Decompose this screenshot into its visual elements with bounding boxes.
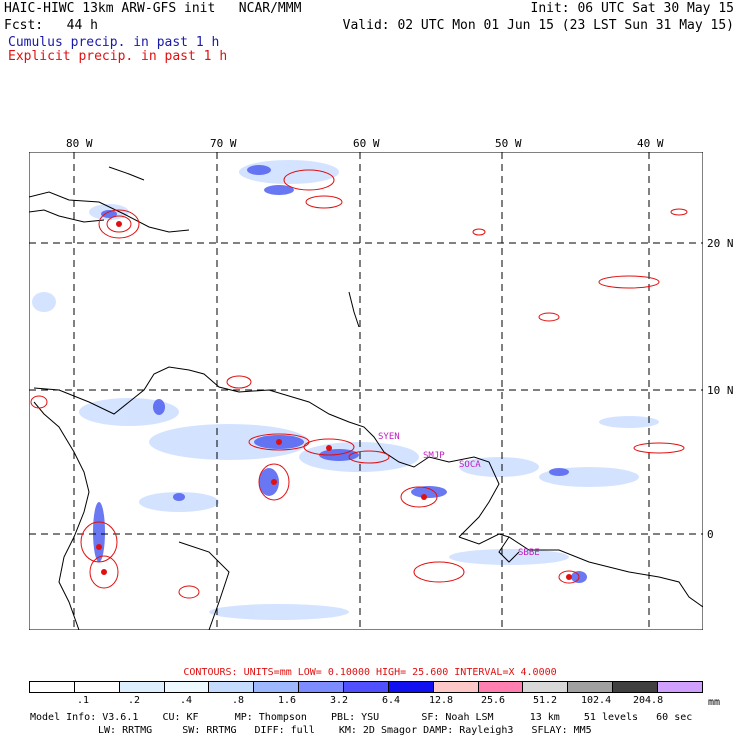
station-label-smjp: SMJP <box>423 451 445 461</box>
explicit-legend: Explicit precip. in past 1 h <box>8 49 228 64</box>
scale-swatch <box>74 682 120 692</box>
lon-label-40w: 40 W <box>637 137 664 150</box>
scale-swatch <box>209 682 255 692</box>
scale-swatch <box>568 682 614 692</box>
scale-swatch <box>523 682 569 692</box>
scale-swatch <box>433 682 479 692</box>
scale-tick-1: .1 <box>77 695 90 706</box>
scale-swatch <box>388 682 434 692</box>
color-scale-bar <box>29 681 703 693</box>
scale-tick-5: 1.6 <box>278 695 297 706</box>
station-label-syen: SYEN <box>378 432 400 442</box>
model-info-line1: Model Info: V3.6.1 CU: KF MP: Thompson P… <box>30 712 693 723</box>
station-label-soca: SOCA <box>459 460 481 470</box>
scale-swatch <box>344 682 389 692</box>
model-info-line2: LW: RRTMG SW: RRTMG DIFF: full KM: 2D Sm… <box>98 725 592 736</box>
forecast-hour: Fcst: 44 h <box>4 18 98 33</box>
cumulus-precip-heavy <box>93 165 587 583</box>
lat-label-20n: 20 N <box>707 237 734 250</box>
scale-swatch <box>119 682 165 692</box>
init-time: Init: 06 UTC Sat 30 May 15 <box>530 1 735 16</box>
scale-tick-10: 51.2 <box>533 695 558 706</box>
precip-map <box>29 152 703 630</box>
scale-tick-8: 12.8 <box>429 695 454 706</box>
cumulus-legend: Cumulus precip. in past 1 h <box>8 35 220 50</box>
lon-label-70w: 70 W <box>210 137 237 150</box>
scale-swatch <box>613 682 659 692</box>
lat-label-10n: 10 N <box>707 384 734 397</box>
lat-label-0: 0 <box>707 528 714 541</box>
scale-tick-12: 204.8 <box>633 695 664 706</box>
scale-swatch <box>299 682 345 692</box>
scale-tick-11: 102.4 <box>581 695 612 706</box>
lon-label-60w: 60 W <box>353 137 380 150</box>
scale-swatch <box>164 682 210 692</box>
valid-time: Valid: 02 UTC Mon 01 Jun 15 (23 LST Sun … <box>342 18 734 33</box>
lon-label-50w: 50 W <box>495 137 522 150</box>
title-left: HAIC-HIWC 13km ARW-GFS init NCAR/MMM <box>4 1 302 16</box>
cumulus-precip-light <box>32 160 659 620</box>
scale-tick-6: 3.2 <box>330 695 349 706</box>
coastlines <box>29 166 703 630</box>
scale-tick-9: 25.6 <box>481 695 506 706</box>
scale-tick-4: .8 <box>232 695 245 706</box>
explicit-precip-heavy <box>96 221 572 580</box>
scale-tick-3: .4 <box>180 695 193 706</box>
contours-info: CONTOURS: UNITS=mm LOW= 0.10000 HIGH= 25… <box>183 667 557 678</box>
scale-tick-7: 6.4 <box>382 695 401 706</box>
lon-label-80w: 80 W <box>66 137 93 150</box>
scale-swatch <box>658 682 702 692</box>
scale-units: mm <box>708 697 721 708</box>
scale-tick-2: .2 <box>128 695 141 706</box>
scale-swatch <box>254 682 300 692</box>
graticule <box>29 152 703 630</box>
station-label-sbbe: SBBE <box>518 548 540 558</box>
scale-swatch <box>478 682 524 692</box>
scale-swatch <box>30 682 75 692</box>
explicit-precip-contours <box>30 169 688 599</box>
